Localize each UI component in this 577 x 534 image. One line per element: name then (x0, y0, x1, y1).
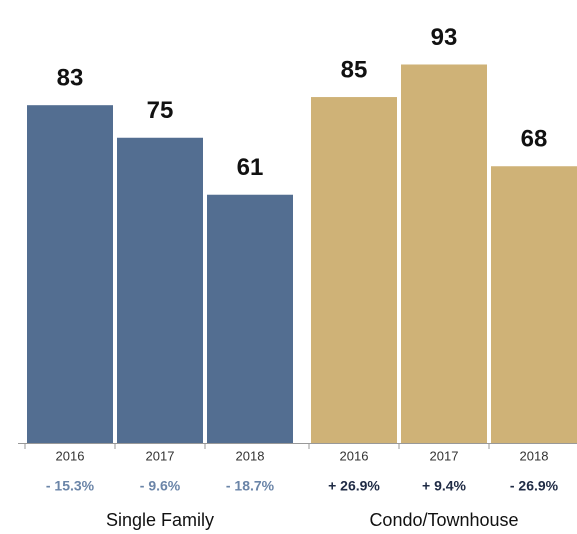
change-label: - 15.3% (46, 478, 95, 494)
change-label: + 9.4% (422, 478, 467, 494)
change-label: - 26.9% (510, 478, 559, 494)
x-tick-label: 2017 (430, 448, 459, 463)
change-label: + 26.9% (328, 478, 380, 494)
bar (27, 105, 113, 443)
value-label: 85 (341, 56, 368, 83)
x-tick-label: 2018 (520, 448, 549, 463)
x-tick-label: 2018 (236, 448, 265, 463)
change-label: - 9.6% (140, 478, 181, 494)
bar (491, 166, 577, 444)
value-label: 75 (147, 97, 174, 124)
value-label: 83 (57, 65, 84, 92)
value-label: 68 (521, 126, 548, 153)
group-label: Condo/Townhouse (369, 510, 518, 530)
change-label: - 18.7% (226, 478, 275, 494)
x-tick-label: 2016 (340, 448, 369, 463)
bar (401, 64, 487, 444)
bar (311, 97, 397, 444)
bar (207, 194, 293, 443)
x-tick-label: 2017 (146, 448, 175, 463)
group-label: Single Family (106, 510, 214, 530)
value-label: 61 (237, 154, 264, 181)
bar (117, 137, 203, 443)
value-label: 93 (431, 24, 458, 51)
x-tick-label: 2016 (56, 448, 85, 463)
